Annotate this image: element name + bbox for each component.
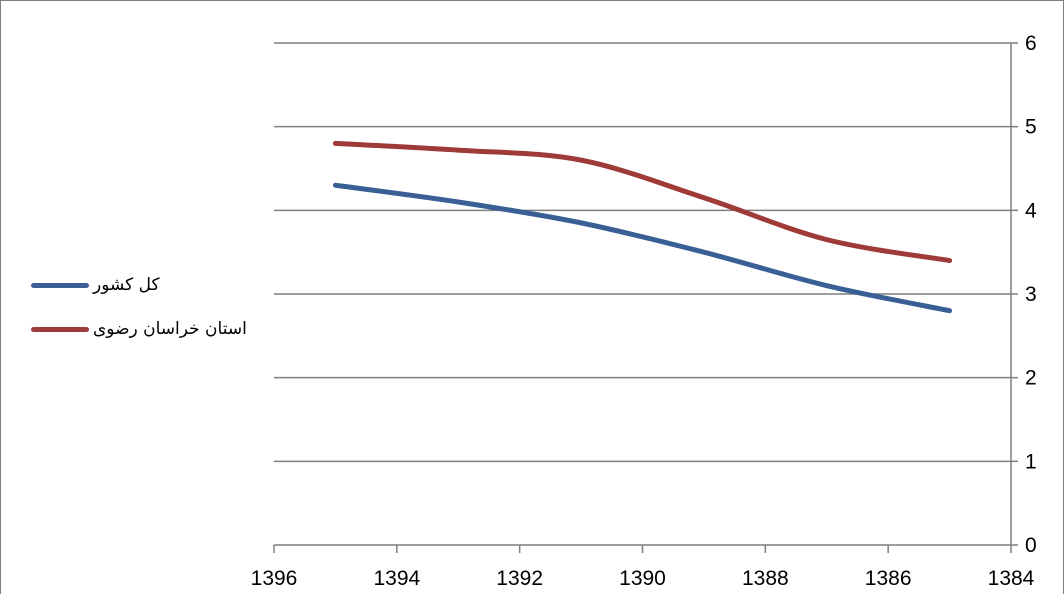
y-tick-label-0: 0	[1025, 534, 1037, 557]
legend: کل کشور استان خراسان رضوی	[31, 263, 301, 351]
x-tick-label-6: 1384	[988, 567, 1035, 590]
legend-item-series-1: استان خراسان رضوی	[31, 307, 301, 351]
y-tick-label-2: 2	[1025, 367, 1037, 390]
x-tick-label-5: 1386	[865, 567, 912, 590]
y-tick-label-6: 6	[1025, 32, 1037, 55]
series-lines	[335, 143, 949, 310]
legend-label-series-1: استان خراسان رضوی	[93, 319, 247, 339]
y-tick-label-3: 3	[1025, 283, 1037, 306]
axes	[274, 43, 1018, 553]
x-tick-label-1: 1394	[373, 567, 420, 590]
legend-swatch-series-1	[31, 327, 89, 332]
legend-item-series-0: کل کشور	[31, 263, 301, 307]
tick-labels: 0 1 2 3 4 5 6 1396 1394 1392 1390 1388 1386 1384	[251, 32, 1037, 590]
legend-label-series-0: کل کشور	[93, 275, 160, 295]
x-tick-label-4: 1388	[742, 567, 789, 590]
x-tick-label-3: 1390	[619, 567, 666, 590]
x-tick-label-0: 1396	[251, 567, 298, 590]
legend-swatch-series-0	[31, 283, 89, 288]
y-tick-label-4: 4	[1025, 199, 1037, 222]
y-tick-label-1: 1	[1025, 450, 1037, 473]
series-line-1	[335, 143, 949, 260]
x-tick-label-2: 1392	[496, 567, 543, 590]
y-tick-label-5: 5	[1025, 116, 1037, 139]
